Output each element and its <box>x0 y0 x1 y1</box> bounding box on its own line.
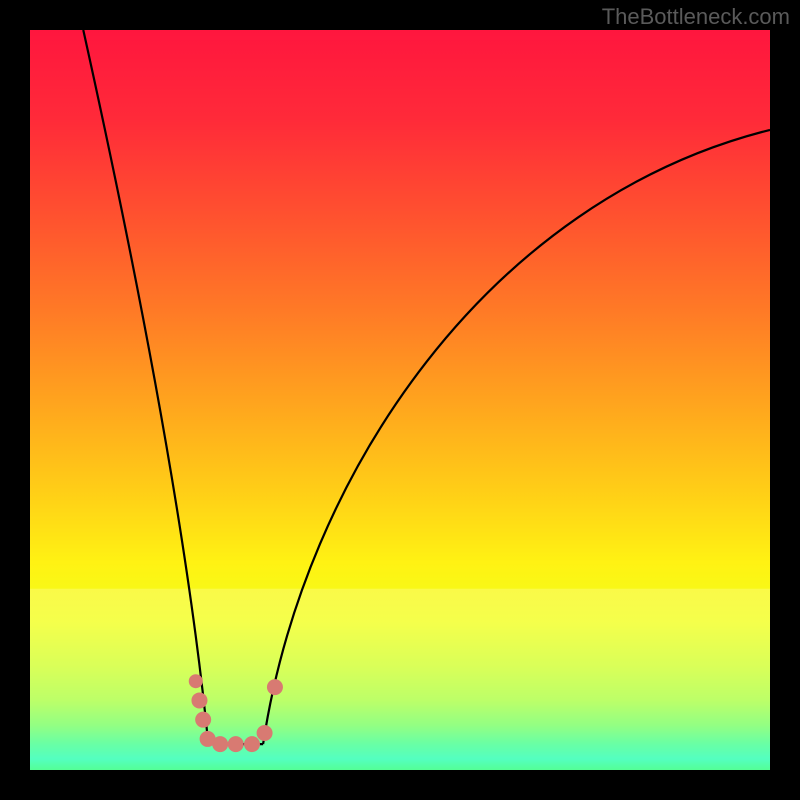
data-point <box>244 736 260 752</box>
data-point <box>257 725 273 741</box>
data-point <box>228 736 244 752</box>
data-point <box>267 679 283 695</box>
pale-band <box>30 589 770 770</box>
watermark-text: TheBottleneck.com <box>602 4 790 30</box>
chart-svg <box>0 0 800 800</box>
data-point <box>195 712 211 728</box>
chart-canvas: TheBottleneck.com <box>0 0 800 800</box>
data-point <box>189 674 203 688</box>
data-point <box>212 736 228 752</box>
data-point <box>191 692 207 708</box>
